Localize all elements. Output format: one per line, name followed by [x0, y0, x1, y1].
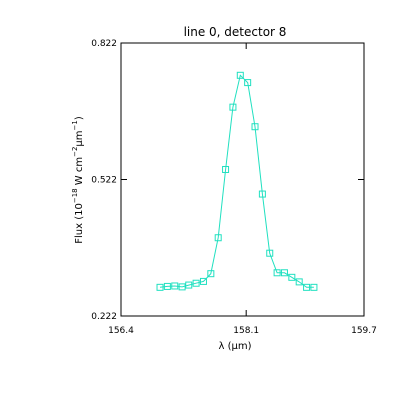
- plot-area: [120, 42, 365, 317]
- series-line: [159, 74, 314, 288]
- axis-tick-labels: 156.4 158.1 159.7 0.222 0.522 0.822: [91, 39, 377, 336]
- data-point: [244, 79, 252, 87]
- data-point: [192, 279, 200, 287]
- data-point: [310, 283, 318, 291]
- data-point: [185, 281, 193, 289]
- data-point: [258, 190, 266, 198]
- data-point: [207, 270, 215, 278]
- data-series: [156, 71, 318, 291]
- data-point: [288, 273, 296, 281]
- chart-title: line 0, detector 8: [184, 25, 287, 39]
- data-point: [295, 278, 303, 286]
- data-point: [251, 123, 259, 131]
- axis-ticks: [120, 42, 365, 317]
- data-point: [303, 283, 311, 291]
- y-tick-label: 0.522: [91, 176, 117, 186]
- data-point: [273, 269, 281, 277]
- data-point: [199, 277, 207, 285]
- x-axis-label: λ (μm): [218, 341, 251, 352]
- data-point: [280, 269, 288, 277]
- y-axis-label: Flux (10−18 W cm−2μm−1): [71, 116, 85, 244]
- data-point: [266, 249, 274, 257]
- y-tick-label: 0.222: [91, 312, 117, 322]
- x-tick-label: 158.1: [233, 326, 259, 336]
- x-tick-label: 159.7: [351, 326, 377, 336]
- data-point: [156, 283, 164, 291]
- data-point: [229, 103, 237, 111]
- x-tick-label: 156.4: [108, 326, 134, 336]
- data-point: [236, 71, 244, 79]
- y-tick-label: 0.822: [91, 39, 117, 49]
- data-point: [178, 283, 186, 291]
- data-point: [214, 234, 222, 242]
- data-point: [222, 165, 230, 173]
- data-point: [163, 282, 171, 290]
- plot-frame: [120, 42, 365, 317]
- data-point: [171, 282, 179, 290]
